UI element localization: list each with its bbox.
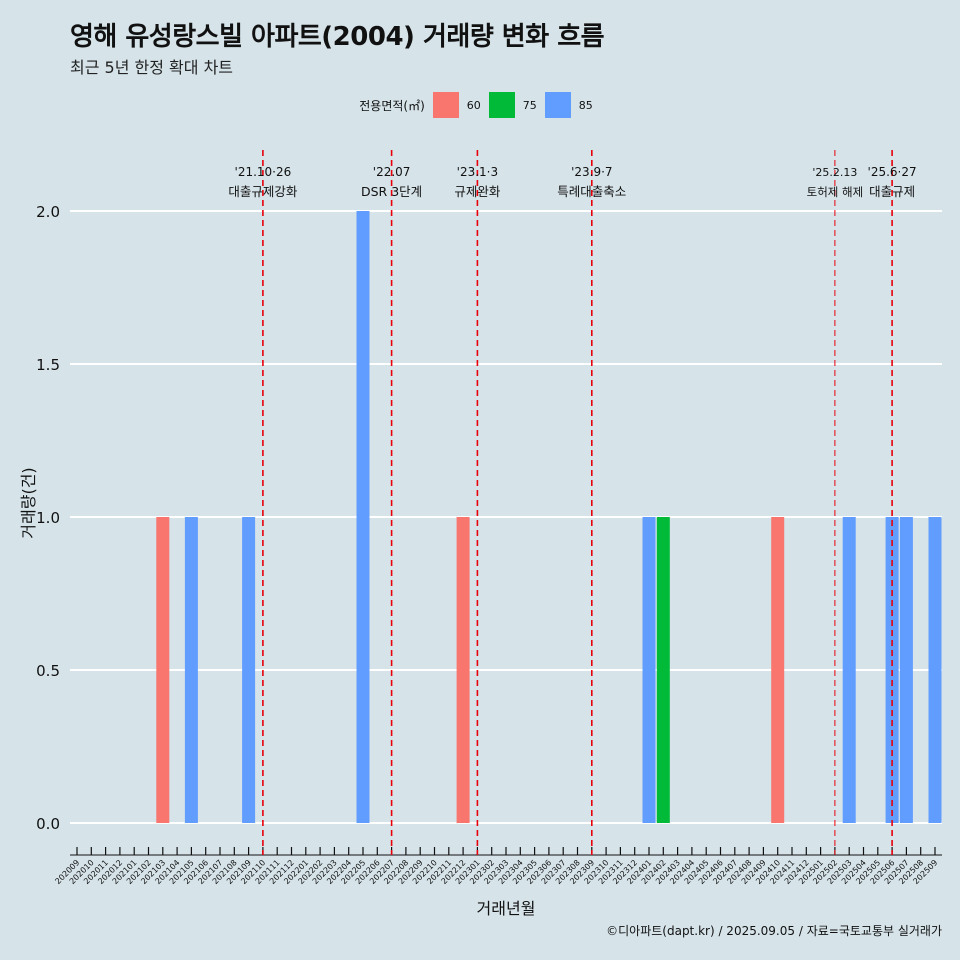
y-tick-label: 1.5 <box>36 356 60 374</box>
bar-202109-85 <box>242 517 256 823</box>
x-axis-title: 거래년월 <box>477 899 536 918</box>
event-label: 대출규제 <box>869 184 915 199</box>
y-tick-label: 2.0 <box>36 203 60 221</box>
bar-202205-85 <box>356 211 370 823</box>
bar-202401-85 <box>642 517 656 823</box>
legend-item-60: 60 <box>432 92 481 118</box>
bar-202410-60 <box>771 517 785 823</box>
event-date-label: '22.07 <box>373 165 411 179</box>
legend-swatch-75 <box>488 92 515 118</box>
legend-label-75: 75 <box>522 98 537 112</box>
y-axis-title: 거래량(건) <box>19 467 38 538</box>
bar-202103-60 <box>156 517 170 823</box>
bar-202212-60 <box>456 517 470 823</box>
event-label: DSR 3단계 <box>361 184 422 199</box>
event-date-label: '23.9·7 <box>571 165 612 179</box>
event-label: 대출규제강화 <box>228 184 298 199</box>
event-date-label: '21.10·26 <box>235 165 292 179</box>
event-date-label: '25.6·27 <box>868 165 917 179</box>
event-date-label: '23.1·3 <box>457 165 498 179</box>
legend-item-75: 75 <box>488 92 537 118</box>
legend-item-85: 85 <box>544 92 593 118</box>
legend-label-60: 60 <box>466 98 481 112</box>
event-label: 규제완화 <box>454 184 501 199</box>
y-tick-label: 0.5 <box>36 662 60 680</box>
bar-202402-75 <box>656 517 670 823</box>
bar-202105-85 <box>184 517 198 823</box>
y-tick-label: 1.0 <box>36 509 60 527</box>
y-tick-label: 0.0 <box>36 815 60 833</box>
legend: 전용면적(㎡) 60 75 85 <box>0 92 960 118</box>
bar-202509-85 <box>928 517 942 823</box>
chart-subtitle: 최근 5년 한정 확대 차트 <box>70 58 234 77</box>
legend-swatch-85 <box>544 92 571 118</box>
legend-title: 전용면적(㎡) <box>359 98 425 113</box>
bar-202503-85 <box>842 517 856 823</box>
legend-swatch-60 <box>432 92 459 118</box>
event-label: 토허제 해제 <box>807 185 864 199</box>
chart-title: 영해 유성랑스빌 아파트(2004) 거래량 변화 흐름 <box>70 22 605 52</box>
event-date-label: '25.2.13 <box>812 166 857 179</box>
legend-label-85: 85 <box>578 98 593 112</box>
bar-202507-85 <box>899 517 913 823</box>
footer-credit: ©디아파트(dapt.kr) / 2025.09.05 / 자료=국토교통부 실… <box>606 924 942 938</box>
event-label: 특례대출축소 <box>557 184 626 199</box>
